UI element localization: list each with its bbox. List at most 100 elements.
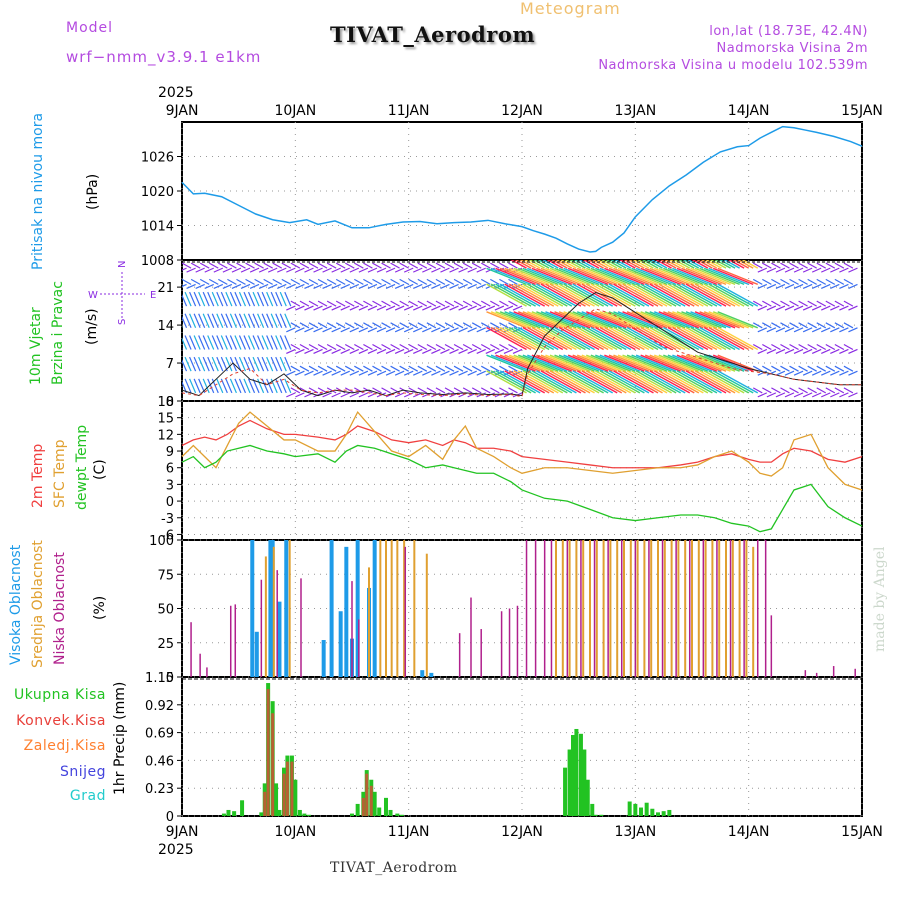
wind-arrow [545,283,586,307]
wind-arrow [275,335,283,350]
wind-arrow [604,354,645,372]
wind-arrow [676,311,718,329]
wind-arrow [444,365,455,372]
wind-arrow [626,326,668,351]
wind-arrow [834,365,845,372]
cloud-bar-1 [616,540,619,677]
wind-arrow [408,343,419,351]
wind-arrow [225,378,233,394]
wind-arrow [708,267,749,286]
wind-arrow [499,262,509,269]
wind-arrow [234,313,242,329]
wind-arrow [775,327,786,333]
wind-arrow [340,327,350,333]
wind-arrow [403,283,414,289]
precip-total-bar [585,779,590,816]
wind-arrow [394,348,405,355]
wind-arrow [784,348,795,355]
wind-arrow [649,283,691,307]
wind-arrow [576,267,618,286]
wind-arrow [349,392,360,398]
wind-arrow [272,262,283,269]
wind-arrow [508,278,518,285]
wind-arrow [703,354,745,372]
wind-arrow [576,370,618,394]
cloud-bar-0 [277,601,282,677]
wind-arrow [554,311,595,329]
cloud-bar-1 [670,540,673,677]
wind-arrow [449,370,459,376]
wind-arrow [467,305,477,311]
wind-arrow [752,343,763,351]
wind-arrow [462,387,473,394]
wind-arrow [299,300,310,307]
wind-compass: N W E S [88,261,156,325]
wind-arrow [635,326,677,351]
wind-arrow [216,378,224,394]
wind-arrow [225,335,233,350]
wind-arrow [532,260,550,269]
wind-arrow [536,326,577,351]
wind-arrow [399,343,409,351]
wind-arrow [699,354,740,372]
wind-arrow [284,313,292,329]
wind-arrow [199,278,210,285]
wind-arrow [326,300,337,307]
wind-arrow [789,278,799,285]
wind-arrow [585,326,627,351]
wind-arrow [703,370,745,394]
wind-arrow [279,313,287,329]
cloud-bar-1 [368,567,370,677]
precip-total-bar [667,809,672,816]
wind-arrow [672,311,713,329]
wind-arrow [834,387,845,394]
wind-arrow [467,267,477,273]
precip-total-bar [372,791,377,816]
wind-arrow [848,267,858,273]
wind-arrow [499,300,509,307]
wind-arrow [211,291,219,307]
wind-arrow [504,267,545,286]
wind-arrow [189,291,197,307]
cloud-bar-1 [697,540,700,677]
model-version: wrf−nmm_v3.9.1 e1km [66,48,262,66]
wind-arrow [508,365,518,372]
wind-arrow [376,305,387,311]
wind-arrow [467,283,477,289]
wind-arrow [358,348,369,355]
wind-arrow [290,322,301,329]
wind-arrow [757,327,768,333]
wind-arrow [825,300,836,307]
precip-ylabel-group: 1hr Precip (mm) [112,682,128,795]
temp-line-2 [181,444,863,533]
wind-arrow [807,343,817,351]
wind-arrow [564,260,582,269]
wind-arrow [431,370,441,376]
precip-legend-item: Snijeg [60,764,106,780]
wind-arrow [193,356,201,372]
wind-arrow [480,300,491,307]
wind-arrow [431,283,441,289]
wind-arrow [184,335,192,350]
wind-arrow [586,354,627,372]
wind-arrow [222,267,233,273]
cloud-bar-0 [338,611,343,677]
wind-arrow [390,262,400,269]
wind-arrow [202,356,210,372]
precip-total-bar [590,803,595,816]
wind-arrow [234,378,242,394]
y-tick-label: 0 [166,395,174,410]
wind-arrow [676,370,718,394]
panel-pressure [177,121,863,261]
cloud-bar-2 [743,540,745,677]
wind-arrow [199,262,210,269]
wind-arrow [331,327,341,333]
wind-arrow [281,262,292,269]
wind-arrow [486,311,527,329]
wind-arrow [381,343,391,351]
wind-arrow [843,365,854,372]
wind-arrow [295,370,305,376]
x-tick-label-top: 11JAN [388,103,430,119]
wind-arrow [708,311,749,329]
wind-arrow [440,392,450,398]
